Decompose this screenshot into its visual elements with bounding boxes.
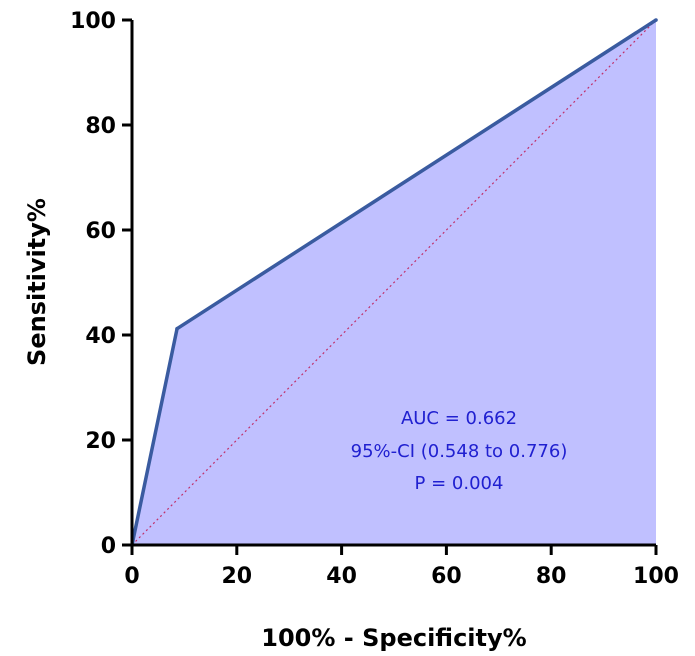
ci-annotation: 95%-CI (0.548 to 0.776) [351,441,568,462]
y-tick-label: 40 [85,324,116,349]
auc-annotation: AUC = 0.662 [401,408,517,429]
x-tick-label: 0 [124,564,139,589]
x-axis-ticks: 0 20 40 60 80 100 [124,545,679,589]
y-tick-label: 20 [85,429,116,454]
y-axis-title: Sensitivity% [23,198,51,366]
roc-point [175,326,179,331]
y-axis-ticks: 0 20 40 60 80 100 [70,9,132,559]
x-tick-label: 40 [326,564,357,589]
y-tick-label: 80 [85,114,116,139]
p-value-annotation: P = 0.004 [415,473,504,494]
x-tick-label: 100 [633,564,679,589]
x-tick-label: 80 [536,564,567,589]
plot-area [130,18,658,547]
y-tick-label: 60 [85,219,116,244]
x-tick-label: 60 [431,564,462,589]
x-axis-title: 100% - Specificity% [261,624,526,652]
reference-diagonal-line [131,19,657,546]
y-tick-label: 0 [101,534,116,559]
x-tick-label: 20 [221,564,252,589]
stats-annotation: AUC = 0.662 95%-CI (0.548 to 0.776) P = … [351,408,568,494]
y-tick-label: 100 [70,9,116,34]
roc-point [654,18,658,22]
